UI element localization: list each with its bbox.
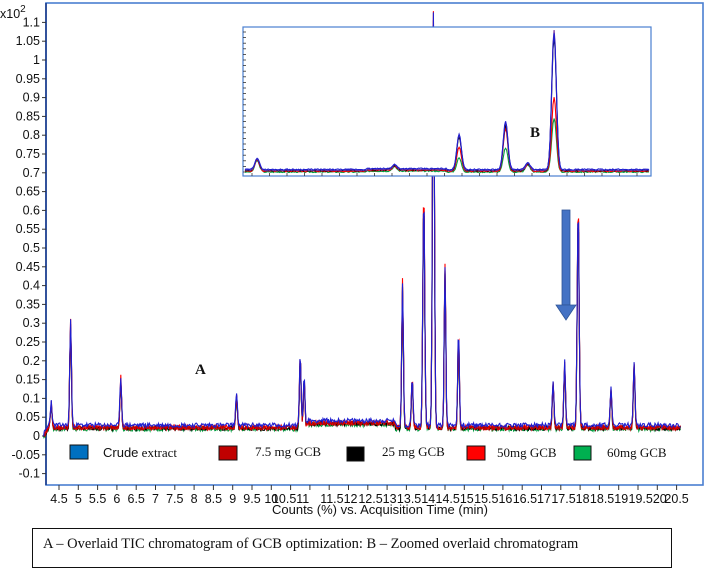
svg-text:0.2: 0.2: [23, 354, 40, 368]
svg-text:0.35: 0.35: [16, 297, 40, 311]
svg-text:14.515: 14.515: [436, 492, 474, 506]
figure-caption: A – Overlaid TIC chromatogram of GCB opt…: [43, 536, 579, 552]
legend-label: Crude extract: [103, 445, 177, 460]
legend-item-50mg: 50mg GCB: [466, 445, 557, 461]
svg-text:0.45: 0.45: [16, 260, 40, 274]
svg-text:16.517: 16.517: [513, 492, 551, 506]
svg-text:0.95: 0.95: [16, 72, 40, 86]
svg-text:5.5: 5.5: [89, 492, 106, 506]
svg-text:1: 1: [33, 53, 40, 67]
svg-text:0.1: 0.1: [23, 391, 40, 405]
legend-label: 25 mg GCB: [382, 444, 445, 459]
svg-text:6.5: 6.5: [128, 492, 145, 506]
svg-text:8.5: 8.5: [205, 492, 222, 506]
svg-text:7.5: 7.5: [166, 492, 183, 506]
legend-swatch: [218, 445, 238, 461]
chromatogram-chart: x102 1.11.0510.950.90.850.80.750.70.650.…: [0, 2, 704, 517]
svg-text:11.512: 11.512: [320, 492, 357, 506]
legend-item-7-5mg: 7.5 mg GCB: [218, 444, 321, 461]
inset-frame: [242, 26, 652, 177]
svg-text:10.511: 10.511: [272, 492, 309, 506]
svg-text:12.513: 12.513: [358, 492, 396, 506]
svg-text:0.85: 0.85: [16, 109, 40, 123]
svg-text:17.518: 17.518: [551, 492, 589, 506]
y-multiplier: x102: [0, 4, 26, 21]
down-arrow-icon: [555, 209, 577, 321]
svg-text:1.1: 1.1: [23, 15, 40, 29]
inset-traces: [244, 29, 650, 174]
svg-text:0.8: 0.8: [23, 128, 40, 142]
legend-label: 7.5 mg GCB: [255, 444, 321, 459]
svg-text:0.75: 0.75: [16, 147, 40, 161]
svg-text:0.5: 0.5: [23, 241, 40, 255]
svg-text:4.5: 4.5: [50, 492, 67, 506]
svg-text:0.7: 0.7: [23, 166, 40, 180]
svg-text:15.516: 15.516: [474, 492, 512, 506]
svg-text:0.6: 0.6: [23, 203, 40, 217]
svg-text:18.519: 18.519: [590, 492, 628, 506]
svg-text:10: 10: [264, 492, 278, 506]
x-axis-title: Counts (%) vs. Acquisition Time (min): [272, 502, 488, 517]
svg-text:0.65: 0.65: [16, 185, 40, 199]
annotation-b: B: [530, 125, 540, 141]
legend-swatch: [69, 444, 89, 460]
legend-swatch: [346, 446, 365, 462]
legend: Crude extract 7.5 mg GCB 25 mg GCB 50mg …: [69, 444, 667, 462]
svg-text:0.9: 0.9: [23, 91, 40, 105]
svg-text:0.05: 0.05: [16, 410, 40, 424]
svg-text:0.4: 0.4: [23, 279, 40, 293]
legend-swatch: [573, 445, 592, 461]
svg-text:13.514: 13.514: [397, 492, 435, 506]
svg-text:-0.05: -0.05: [12, 448, 41, 462]
legend-item-crude-extract: Crude extract: [69, 444, 177, 460]
inset-ticks: [243, 31, 638, 176]
legend-label: 60mg GCB: [607, 445, 667, 460]
svg-text:6: 6: [113, 492, 120, 506]
svg-text:9: 9: [229, 492, 236, 506]
svg-text:0.15: 0.15: [16, 373, 40, 387]
legend-swatch: [466, 445, 486, 461]
svg-text:0.3: 0.3: [23, 316, 40, 330]
svg-text:19.520: 19.520: [629, 492, 667, 506]
main-traces: [43, 11, 682, 439]
svg-text:8: 8: [191, 492, 198, 506]
svg-text:20.5: 20.5: [664, 492, 688, 506]
svg-text:1.05: 1.05: [16, 34, 40, 48]
svg-text:9.5: 9.5: [243, 492, 260, 506]
svg-text:5: 5: [75, 492, 82, 506]
svg-text:-0.1: -0.1: [18, 467, 40, 481]
legend-item-60mg: 60mg GCB: [573, 445, 667, 461]
y-axis-ticks: 1.1 1.05 1 0.95 0.9 0.85 0.8 0.75 0.7 0.65 0.6 0.55…: [12, 15, 46, 481]
legend-item-25mg: 25 mg GCB: [346, 444, 445, 462]
svg-text:7: 7: [152, 492, 159, 506]
svg-text:0: 0: [33, 429, 40, 443]
svg-text:0.55: 0.55: [16, 222, 40, 236]
caption-box: A – Overlaid TIC chromatogram of GCB opt…: [32, 528, 672, 568]
legend-label: 50mg GCB: [497, 445, 557, 460]
annotation-a: A: [195, 362, 206, 378]
svg-text:0.25: 0.25: [16, 335, 40, 349]
